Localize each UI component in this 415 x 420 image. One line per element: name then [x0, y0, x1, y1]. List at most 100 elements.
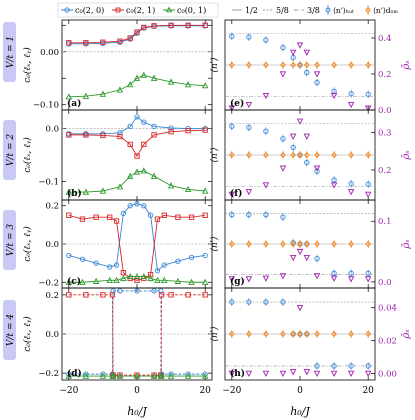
panel-h-point-2 — [330, 370, 338, 378]
panel-d-point-2 — [133, 372, 141, 379]
panel-c-point-2 — [147, 274, 154, 282]
panel-h-xtick-label: 20 — [362, 386, 374, 396]
panel-h-point-0 — [246, 299, 252, 305]
panel-h-point-0 — [331, 363, 337, 369]
panel-d-point-1 — [66, 292, 72, 298]
panel-d-point-1 — [168, 292, 174, 298]
panel-c-point-2 — [65, 278, 73, 285]
panel-f-ytick-right-label: 0.3 — [378, 129, 392, 139]
panel-g-point-1 — [246, 240, 252, 248]
panel-h-xtick-label: −20 — [222, 386, 241, 396]
panel-h-point-1 — [229, 330, 235, 338]
panel-b-point-2 — [201, 187, 209, 194]
panel-e-point-1 — [280, 61, 286, 69]
panel-d-series-line-0 — [68, 290, 206, 375]
panel-b-point-1 — [168, 129, 174, 135]
row-label-1-text: V/t = 1 — [6, 36, 16, 68]
panel-f-letter: (f) — [230, 188, 242, 199]
panel-d-point-2 — [150, 372, 158, 379]
row-label-1: V/t = 1 — [3, 22, 16, 82]
panel-h-point-1 — [297, 330, 303, 338]
panel-g-point-1 — [304, 240, 310, 248]
panel-g-ylabel-right: ρ̄ₛ — [401, 239, 412, 249]
panel-b-point-0 — [141, 119, 147, 125]
panel-h-letter: (h) — [230, 368, 245, 379]
legend-label-hut: ⟨n'⟩ₕᵤₜ — [333, 6, 354, 15]
panel-a-point-1 — [134, 29, 140, 35]
panel-h-point-2 — [279, 370, 287, 378]
panel-a-ytick-label: 0.00 — [40, 48, 59, 58]
panel-g-point-2 — [303, 255, 311, 262]
panel-g-point-2 — [364, 276, 372, 283]
panel-g-point-1 — [263, 240, 269, 248]
panel-b-point-1 — [66, 132, 72, 138]
panel-b-point-2 — [65, 188, 73, 195]
panel-c-point-2 — [79, 278, 86, 285]
x-axis-title-right: h₀/J — [290, 405, 310, 418]
panel-b-point-1 — [100, 132, 106, 139]
panel-g-point-2 — [347, 276, 355, 283]
legend-right: 1/2 5/8 3/8 ⟨n'⟩ₕᵤₜ ⟨n'⟩dₒₘ — [232, 5, 398, 15]
panel-f-point-1 — [290, 151, 296, 159]
panel-g-point-2 — [296, 248, 304, 256]
panel-e-point-1 — [331, 61, 337, 69]
legend-marker-c01 — [165, 6, 173, 13]
legend-entry-c20: c₀(2, 0) — [61, 6, 104, 15]
panel-d-ytick-label: 0.0 — [45, 330, 59, 340]
panel-g-point-1 — [365, 240, 371, 248]
panel-c-ytick-label: 0.0 — [45, 240, 59, 250]
row-label-3-text: V/t = 3 — [6, 224, 16, 256]
panel-h-point-1 — [331, 330, 337, 338]
panel-g-point-1 — [229, 240, 235, 248]
panel-d-point-1 — [158, 292, 165, 298]
panel-e-point-2 — [330, 92, 338, 100]
panel-g-point-1 — [331, 240, 337, 248]
panel-e-point-2 — [279, 71, 287, 78]
panel-d-ylabel: c₀(ℓₓ, ℓᵧ) — [22, 316, 33, 352]
panel-g-point-0 — [365, 270, 371, 276]
panel-e-letter: (e) — [230, 98, 244, 109]
panel-f-point-2 — [245, 189, 253, 196]
panel-c-point-0 — [175, 258, 181, 264]
panel-b-point-1 — [202, 127, 208, 133]
panel-f-point-1 — [314, 151, 320, 159]
panel-c-point-0 — [147, 212, 154, 218]
x-axis-title-left: h₀/J — [127, 405, 147, 418]
panel-c-point-0 — [120, 210, 127, 217]
panel-a-point-2 — [201, 82, 209, 89]
panel-f-point-2 — [313, 165, 321, 172]
panel-e-point-0 — [263, 37, 269, 43]
panel-b-point-2 — [82, 188, 90, 195]
panel-c-point-1 — [134, 277, 140, 283]
panel-c-point-1 — [66, 212, 72, 218]
panel-f-point-0 — [280, 136, 286, 142]
panel-c-point-1 — [93, 214, 99, 220]
panel-a-point-1 — [202, 22, 208, 28]
panel-f-point-1 — [297, 151, 303, 159]
panel-b-point-2 — [167, 182, 175, 189]
panel-e-ytick-right-label: 0.4 — [378, 34, 392, 44]
panel-g-point-2 — [330, 275, 338, 282]
panel-g-ylabel-left: ⟨n'⟩ — [210, 236, 220, 251]
legend-left-frame — [57, 2, 219, 18]
panel-c-point-1 — [107, 214, 113, 220]
panel-f-point-0 — [314, 168, 320, 174]
panel-c-series-line-1 — [68, 214, 206, 281]
legend-entry-three-eighths: 3/8 — [294, 6, 320, 15]
panel-e-point-0 — [280, 44, 286, 51]
panel-b-point-2 — [133, 168, 141, 175]
panel-e-point-2 — [364, 105, 372, 112]
panel-g-point-0 — [331, 270, 337, 276]
panel-a: −0.10 0.00 c₀(ℓₓ, ℓᵧ) (a) — [22, 19, 213, 111]
panel-a-series-line-1 — [68, 24, 206, 44]
panel-d-point-2 — [116, 372, 124, 379]
panel-c-point-0 — [113, 262, 120, 268]
panel-f-point-1 — [348, 151, 354, 159]
panel-c-point-0 — [161, 262, 167, 268]
row-label-2: V/t = 2 — [3, 120, 16, 180]
panel-g-point-1 — [290, 240, 296, 248]
panel-e-point-1 — [365, 61, 371, 69]
panel-d-point-0 — [134, 288, 140, 294]
legend-label-c21: c₀(2, 1) — [126, 6, 155, 15]
legend-marker-hut — [325, 7, 331, 13]
